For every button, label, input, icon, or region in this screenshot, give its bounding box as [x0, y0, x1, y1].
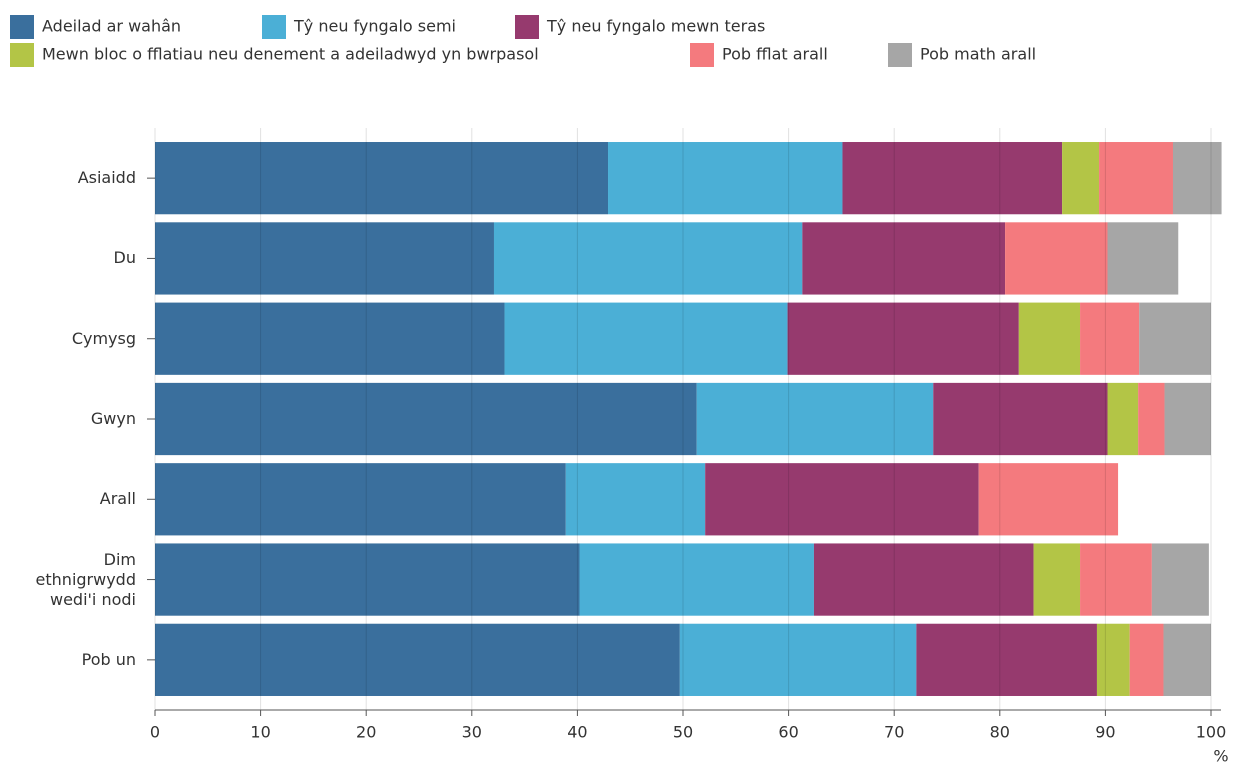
bar-segment [608, 142, 843, 215]
bar-segment [155, 382, 697, 456]
bar-segment [842, 142, 1063, 215]
bar-segment [1018, 302, 1081, 375]
y-tick-label: Pob un [81, 649, 136, 669]
y-tick-label: Asiaidd [77, 168, 136, 188]
bar-segment [1129, 623, 1164, 696]
x-tick-label: 80 [990, 723, 1010, 742]
x-tick-label: 90 [1095, 723, 1115, 742]
legend-label: Tŷ neu fyngalo semi [293, 17, 456, 36]
bar-segment [1151, 543, 1209, 616]
legend-swatch [10, 43, 34, 67]
bar-segment [504, 302, 788, 375]
bar-segment [813, 543, 1034, 616]
legend-label: Pob fflat arall [722, 45, 828, 64]
bar-segment [787, 302, 1019, 375]
bar-segment [1107, 222, 1179, 295]
bar-segment [1005, 222, 1108, 295]
legend-swatch [690, 43, 714, 67]
bar-segment [978, 463, 1119, 536]
bar-segment [1164, 382, 1211, 456]
legend-swatch [515, 15, 539, 39]
bar-segment [802, 222, 1006, 295]
x-tick-label: 10 [250, 723, 270, 742]
bar-segment [933, 382, 1108, 456]
x-tick-label: 30 [462, 723, 482, 742]
legend-swatch [262, 15, 286, 39]
bar-segment [1163, 623, 1211, 696]
y-tick-label: Gwyn [90, 408, 136, 428]
bar-segment [1096, 623, 1130, 696]
bar-segment [155, 142, 609, 215]
bar-segment [1080, 543, 1152, 616]
x-tick-label: 20 [356, 723, 376, 742]
bar-segment [1172, 142, 1222, 215]
bar-segment [155, 463, 566, 536]
bar-segment [155, 623, 680, 696]
bar-segment [1099, 142, 1173, 215]
x-tick-label: 60 [778, 723, 798, 742]
bar-segment [565, 463, 706, 536]
bar-segment [696, 382, 934, 456]
bar-segment [155, 222, 494, 295]
bar-segment [1062, 142, 1100, 215]
bar-segment [679, 623, 917, 696]
legend-swatch [888, 43, 912, 67]
y-tick-label: Du [113, 248, 136, 268]
legend-swatch [10, 15, 34, 39]
bar-segment [493, 222, 803, 295]
bar-segment [1138, 382, 1165, 456]
bar-segment [1080, 302, 1140, 375]
legend-label: Adeilad ar wahân [42, 17, 181, 36]
x-tick-label: 100 [1196, 723, 1227, 742]
x-tick-label: 40 [567, 723, 587, 742]
bar-segment [579, 543, 814, 616]
bar-segment [1033, 543, 1081, 616]
bar-segment [1107, 382, 1139, 456]
legend-label: Pob math arall [920, 45, 1036, 64]
x-tick-label: 70 [884, 723, 904, 742]
legend-label: Mewn bloc o fflatiau neu denement a adei… [42, 45, 539, 64]
y-tick-label: Arall [99, 489, 136, 509]
bar-segment [1139, 302, 1211, 375]
x-tick-label: 50 [673, 723, 693, 742]
x-tick-label: 0 [150, 723, 160, 742]
bar-segment [916, 623, 1097, 696]
y-tick-label: Cymysg [71, 328, 136, 348]
x-axis-label: % [1213, 747, 1228, 766]
bar-segment [155, 302, 505, 375]
bar-segment [155, 543, 580, 616]
y-tick-label: Dim ethnigrwydd wedi'i nodi [35, 549, 136, 609]
legend-label: Tŷ neu fyngalo mewn teras [546, 17, 765, 36]
bar-segment [705, 463, 979, 536]
